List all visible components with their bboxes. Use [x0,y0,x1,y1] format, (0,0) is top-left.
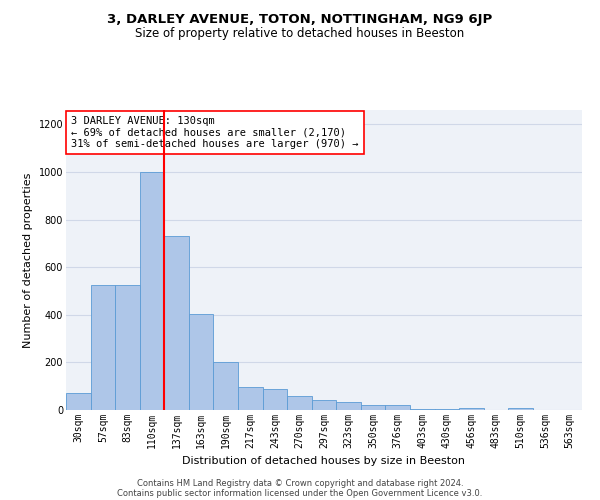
Bar [189,314,214,410]
Bar [214,362,238,410]
Text: Contains HM Land Registry data © Crown copyright and database right 2024.: Contains HM Land Registry data © Crown c… [137,478,463,488]
Text: Size of property relative to detached houses in Beeston: Size of property relative to detached ho… [136,28,464,40]
Bar [312,400,336,410]
Bar [238,388,263,410]
Text: 3 DARLEY AVENUE: 130sqm
← 69% of detached houses are smaller (2,170)
31% of semi: 3 DARLEY AVENUE: 130sqm ← 69% of detache… [71,116,359,149]
Bar [263,388,287,410]
Bar [361,405,385,410]
Text: Contains public sector information licensed under the Open Government Licence v3: Contains public sector information licen… [118,488,482,498]
Bar [140,172,164,410]
Bar [164,236,189,410]
Bar [459,408,484,410]
Y-axis label: Number of detached properties: Number of detached properties [23,172,33,348]
Bar [336,402,361,410]
X-axis label: Distribution of detached houses by size in Beeston: Distribution of detached houses by size … [182,456,466,466]
Bar [66,394,91,410]
Bar [91,285,115,410]
Bar [115,285,140,410]
Bar [434,409,459,410]
Bar [287,396,312,410]
Bar [385,405,410,410]
Bar [410,409,434,410]
Bar [508,408,533,410]
Text: 3, DARLEY AVENUE, TOTON, NOTTINGHAM, NG9 6JP: 3, DARLEY AVENUE, TOTON, NOTTINGHAM, NG9… [107,12,493,26]
